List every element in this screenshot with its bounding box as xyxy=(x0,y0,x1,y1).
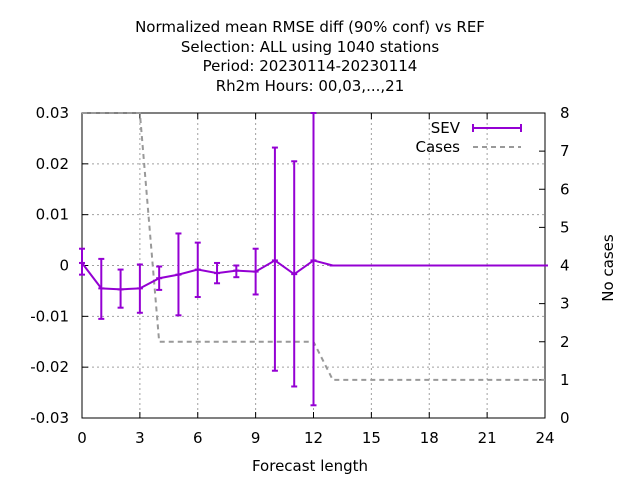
y-right-tick-label: 7 xyxy=(560,142,570,160)
x-tick-label: 24 xyxy=(535,429,554,447)
y-right-tick-label: 6 xyxy=(560,180,570,198)
x-tick-label: 12 xyxy=(304,429,323,447)
legend-swatch-sev xyxy=(472,124,522,132)
x-tick-label: 9 xyxy=(251,429,261,447)
y-left-tick-label: 0 xyxy=(59,257,69,275)
legend-label-sev: SEV xyxy=(431,119,461,137)
x-tick-label: 18 xyxy=(420,429,439,447)
title-line-1: Normalized mean RMSE diff (90% conf) vs … xyxy=(135,18,485,36)
series-sev xyxy=(79,112,548,407)
y-left-tick-label: -0.02 xyxy=(30,358,69,376)
x-axis-label: Forecast length xyxy=(252,457,368,475)
x-tick-label: 3 xyxy=(135,429,145,447)
y-left-tick-label: -0.01 xyxy=(30,307,69,325)
y-right-tick-label: 2 xyxy=(560,333,570,351)
y-left-tick-label: -0.03 xyxy=(30,409,69,427)
title-line-4: Rh2m Hours: 00,03,...,21 xyxy=(216,77,405,95)
x-tick-label: 0 xyxy=(77,429,87,447)
title-line-2: Selection: ALL using 1040 stations xyxy=(181,38,440,56)
y-right-tick-label: 5 xyxy=(560,218,570,236)
y-right-tick-label: 1 xyxy=(560,371,570,389)
y-left-tick-label: 0.02 xyxy=(36,155,69,173)
title-line-3: Period: 20230114-20230114 xyxy=(203,57,418,75)
y-left-tick-label: 0.03 xyxy=(36,104,69,122)
x-tick-label: 6 xyxy=(193,429,203,447)
y-left-tick-label: 0.01 xyxy=(36,206,69,224)
legend: SEV Cases xyxy=(415,119,522,156)
x-tick-label: 21 xyxy=(478,429,497,447)
y-axis-right-label: No cases xyxy=(599,234,617,302)
y-right-tick-label: 3 xyxy=(560,295,570,313)
x-tick-label: 15 xyxy=(362,429,381,447)
y-right-tick-label: 4 xyxy=(560,257,570,275)
y-right-tick-label: 8 xyxy=(560,104,570,122)
chart-title: Normalized mean RMSE diff (90% conf) vs … xyxy=(135,18,485,95)
axis-ticks: 0 3 6 9 12 15 18 21 24-0.03-0.02-0.0100.010.020.… xyxy=(30,104,569,447)
legend-label-cases: Cases xyxy=(415,138,460,156)
y-right-tick-label: 0 xyxy=(560,409,570,427)
